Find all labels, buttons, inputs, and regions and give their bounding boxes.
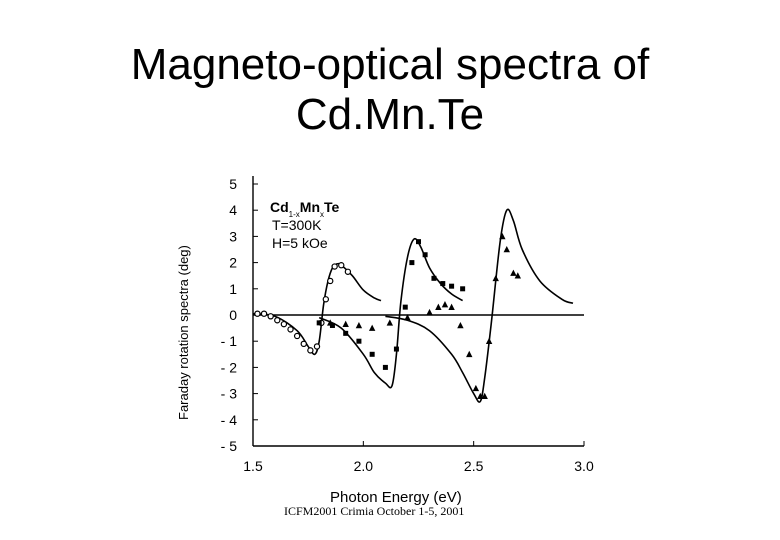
y-tick-label: 1 — [229, 281, 237, 297]
data-point-square — [402, 304, 408, 310]
series-5 — [254, 262, 352, 354]
data-point-square — [416, 239, 421, 245]
y-tick-label: - 2 — [221, 359, 238, 375]
x-tick-label: 2.5 — [464, 458, 484, 474]
ticks: 5 4 3 2 1 0 - 1 - 2 - 3 - 4 - 5 1.5 2.0 2.5 3.0 — [221, 176, 594, 474]
x-axis-label: Photon Energy (eV) — [330, 489, 462, 506]
data-point-triangle — [492, 274, 499, 282]
data-point-circle — [307, 347, 314, 354]
data-point-square — [356, 338, 362, 344]
data-point-circle — [287, 326, 294, 333]
data-point-triangle — [472, 384, 480, 392]
annotation-material-te: Te — [324, 199, 340, 215]
annotation-sub-1: 1-x — [289, 210, 300, 219]
title-line-1: Magneto-optical spectra of — [130, 40, 650, 89]
data-point-circle — [338, 262, 345, 269]
footer-text: ICFM2001 Crimia October 1-5, 2001 — [284, 504, 465, 518]
data-point-triangle — [342, 320, 349, 327]
data-point-square — [393, 346, 399, 352]
data-point-square — [409, 260, 415, 266]
annotation-temperature: T=300K — [272, 217, 322, 233]
series-6 — [316, 239, 466, 370]
svg-text:Cd1-xMnxTe: Cd1-xMnxTe — [270, 199, 340, 219]
title-line-2: Cd.Mn.Te — [295, 90, 485, 139]
data-point-triangle — [441, 301, 449, 308]
data-point-circle — [280, 320, 288, 328]
data-point-triangle — [485, 337, 493, 344]
data-point-triangle — [499, 232, 506, 240]
data-point-triangle — [481, 392, 488, 400]
y-tick-label: 0 — [229, 307, 237, 323]
data-point-circle — [344, 268, 352, 275]
data-point-circle — [300, 340, 307, 348]
data-point-square — [422, 252, 428, 258]
y-tick-label: 5 — [229, 176, 237, 192]
series-group — [252, 208, 584, 403]
data-point-triangle — [448, 303, 455, 310]
data-point-triangle — [368, 324, 376, 331]
data-point-square — [369, 351, 375, 357]
series-3 — [385, 208, 574, 403]
data-point-triangle — [514, 272, 521, 279]
data-point-square — [382, 364, 388, 370]
series-line — [252, 262, 382, 356]
annotation-field: H=5 kOe — [272, 235, 328, 251]
chart-annotation: Cd1-xMnxTe T=300K H=5 kOe — [270, 199, 340, 251]
data-point-triangle — [327, 319, 334, 326]
x-tick-label: 1.5 — [243, 458, 263, 474]
data-point-circle — [327, 277, 334, 285]
annotation-material-mn: Mn — [300, 199, 320, 215]
y-tick-label: 3 — [229, 228, 237, 244]
annotation-material-cd: Cd — [270, 199, 289, 215]
data-point-square — [440, 281, 446, 287]
data-point-triangle — [386, 319, 394, 326]
y-tick-label: 4 — [229, 202, 237, 218]
data-point-circle — [331, 263, 338, 270]
data-point-triangle — [355, 321, 363, 329]
data-point-square — [449, 283, 455, 289]
y-tick-label: - 1 — [221, 333, 238, 349]
y-tick-label: - 3 — [221, 386, 238, 402]
data-point-circle — [274, 317, 281, 324]
data-point-triangle — [510, 269, 517, 276]
data-point-triangle — [477, 392, 484, 400]
data-point-circle — [293, 332, 301, 340]
y-tick-label: - 4 — [221, 412, 238, 428]
series-7 — [327, 232, 521, 400]
data-point-triangle — [435, 303, 442, 310]
y-tick-label: 2 — [229, 255, 237, 271]
data-point-circle — [254, 310, 261, 317]
data-point-triangle — [426, 308, 433, 316]
axes — [252, 176, 584, 447]
series-line — [318, 237, 464, 389]
x-tick-label: 3.0 — [574, 458, 594, 474]
series-2 — [318, 237, 464, 389]
data-point-triangle — [503, 246, 510, 253]
data-point-triangle — [457, 321, 464, 329]
page-title: Magneto-optical spectra of Cd.Mn.Te — [0, 40, 780, 140]
data-point-square — [316, 320, 322, 326]
data-point-triangle — [404, 314, 411, 321]
data-point-square — [460, 286, 466, 292]
data-point-circle — [260, 310, 268, 317]
data-point-circle — [322, 296, 330, 303]
series-line — [385, 208, 574, 403]
y-tick-label: - 5 — [221, 438, 238, 454]
data-point-circle — [267, 313, 274, 320]
data-point-square — [343, 330, 349, 336]
annotation-sub-2: x — [320, 210, 324, 219]
data-point-circle — [313, 343, 321, 350]
data-point-triangle — [466, 350, 473, 358]
series-1 — [252, 262, 382, 356]
data-point-square — [431, 275, 437, 281]
x-tick-label: 2.0 — [354, 458, 374, 474]
